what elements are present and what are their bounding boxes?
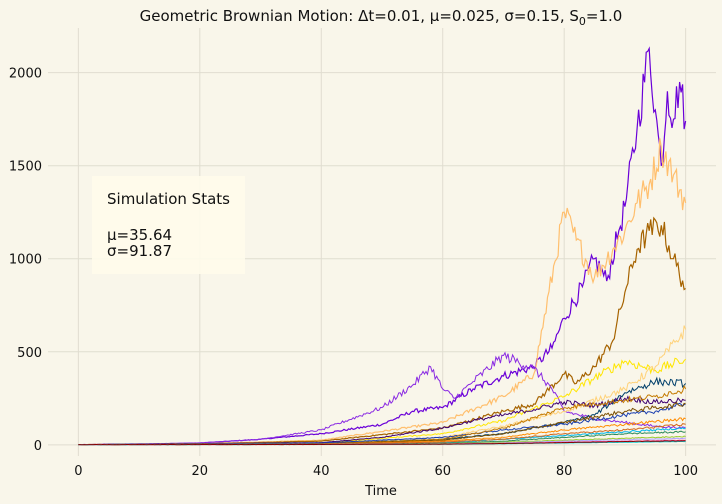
x-tick-label: 20 xyxy=(192,464,209,479)
y-tick-label: 500 xyxy=(17,346,42,361)
x-tick-label: 60 xyxy=(434,464,451,479)
chart-title: Geometric Brownian Motion: Δt=0.01, μ=0.… xyxy=(140,7,623,28)
y-tick-label: 2000 xyxy=(9,67,42,82)
x-tick-label: 80 xyxy=(556,464,573,479)
x-axis-label: Time xyxy=(364,484,397,499)
series-group xyxy=(78,46,687,446)
stats-box-background xyxy=(92,176,245,274)
y-tick-labels: 0 500 1000 1500 2000 xyxy=(9,67,42,454)
x-tick-label: 40 xyxy=(313,464,330,479)
stats-sigma: σ=91.87 xyxy=(107,242,172,260)
stats-box: Simulation Stats μ=35.64 σ=91.87 xyxy=(92,176,245,274)
stats-mu: μ=35.64 xyxy=(107,226,172,244)
stats-heading: Simulation Stats xyxy=(107,190,230,208)
series-line-20 xyxy=(78,440,686,446)
y-tick-label: 1500 xyxy=(9,160,42,175)
x-tick-label: 0 xyxy=(74,464,82,479)
y-tick-label: 1000 xyxy=(9,253,42,268)
x-tick-label: 100 xyxy=(673,464,698,479)
x-tick-labels: 0 20 40 60 80 100 xyxy=(74,464,698,479)
series-line-4 xyxy=(78,351,686,446)
y-tick-label: 0 xyxy=(34,439,42,454)
